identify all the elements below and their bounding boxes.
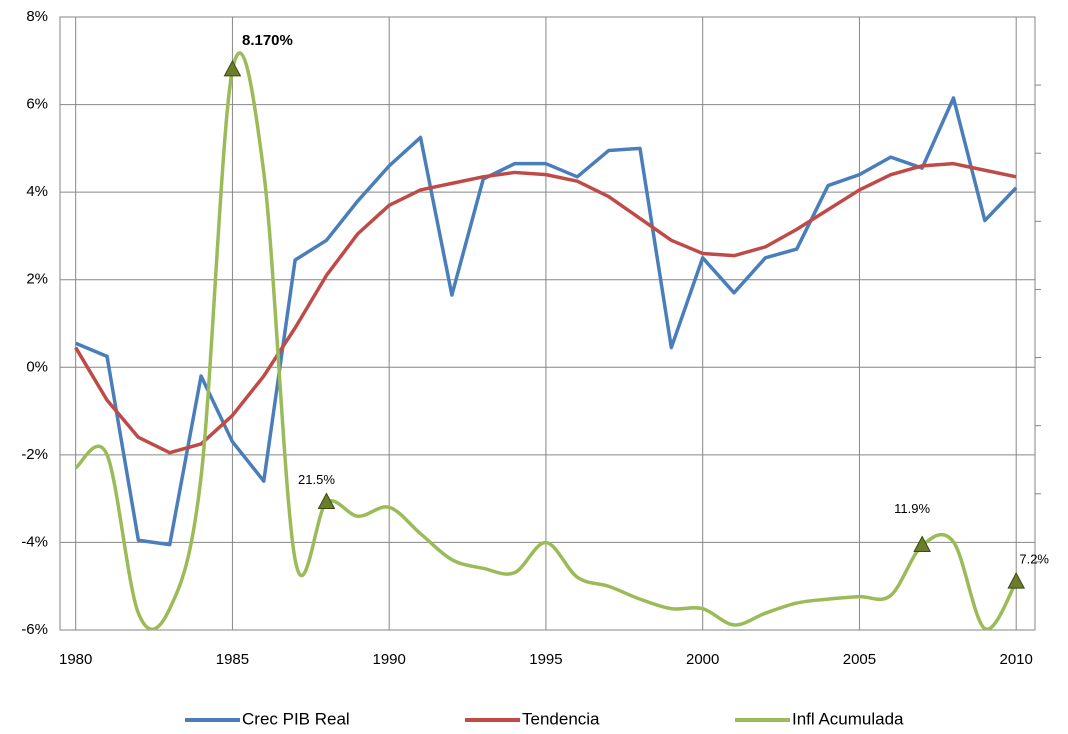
data-label: 21.5% xyxy=(298,472,335,487)
y-tick-label: -2% xyxy=(21,446,48,463)
x-tick-label: 2000 xyxy=(686,651,719,668)
legend-label: Crec PIB Real xyxy=(242,709,350,728)
data-label: 7.2% xyxy=(1019,552,1049,567)
data-label: 11.9% xyxy=(894,501,930,516)
series-line xyxy=(74,96,1018,547)
point-marker xyxy=(223,59,242,77)
point-marker xyxy=(913,535,931,553)
y-tick-label: 4% xyxy=(26,183,48,200)
series-line xyxy=(74,161,1017,455)
legend-label: Infl Acumulada xyxy=(792,709,904,728)
legend-label: Tendencia xyxy=(522,709,600,728)
x-tick-label: 1980 xyxy=(59,651,92,668)
plot-frame xyxy=(59,16,1036,631)
y-tick-label: -4% xyxy=(21,533,48,550)
point-marker xyxy=(317,492,336,509)
x-tick-label: 2005 xyxy=(843,651,876,668)
y-tick-label: 8% xyxy=(26,8,48,25)
data-label: 8.170% xyxy=(242,32,293,49)
y-tick-label: -6% xyxy=(21,621,48,638)
series-line xyxy=(74,51,1018,630)
x-tick-label: 1995 xyxy=(529,651,562,668)
y-tick-label: 0% xyxy=(26,358,48,375)
y-tick-label: 6% xyxy=(26,96,48,113)
point-marker xyxy=(1007,572,1026,589)
y-tick-label: 2% xyxy=(26,271,48,288)
x-tick-label: 2010 xyxy=(1000,651,1033,668)
x-tick-label: 1990 xyxy=(372,651,405,668)
x-tick-label: 1985 xyxy=(216,651,249,668)
